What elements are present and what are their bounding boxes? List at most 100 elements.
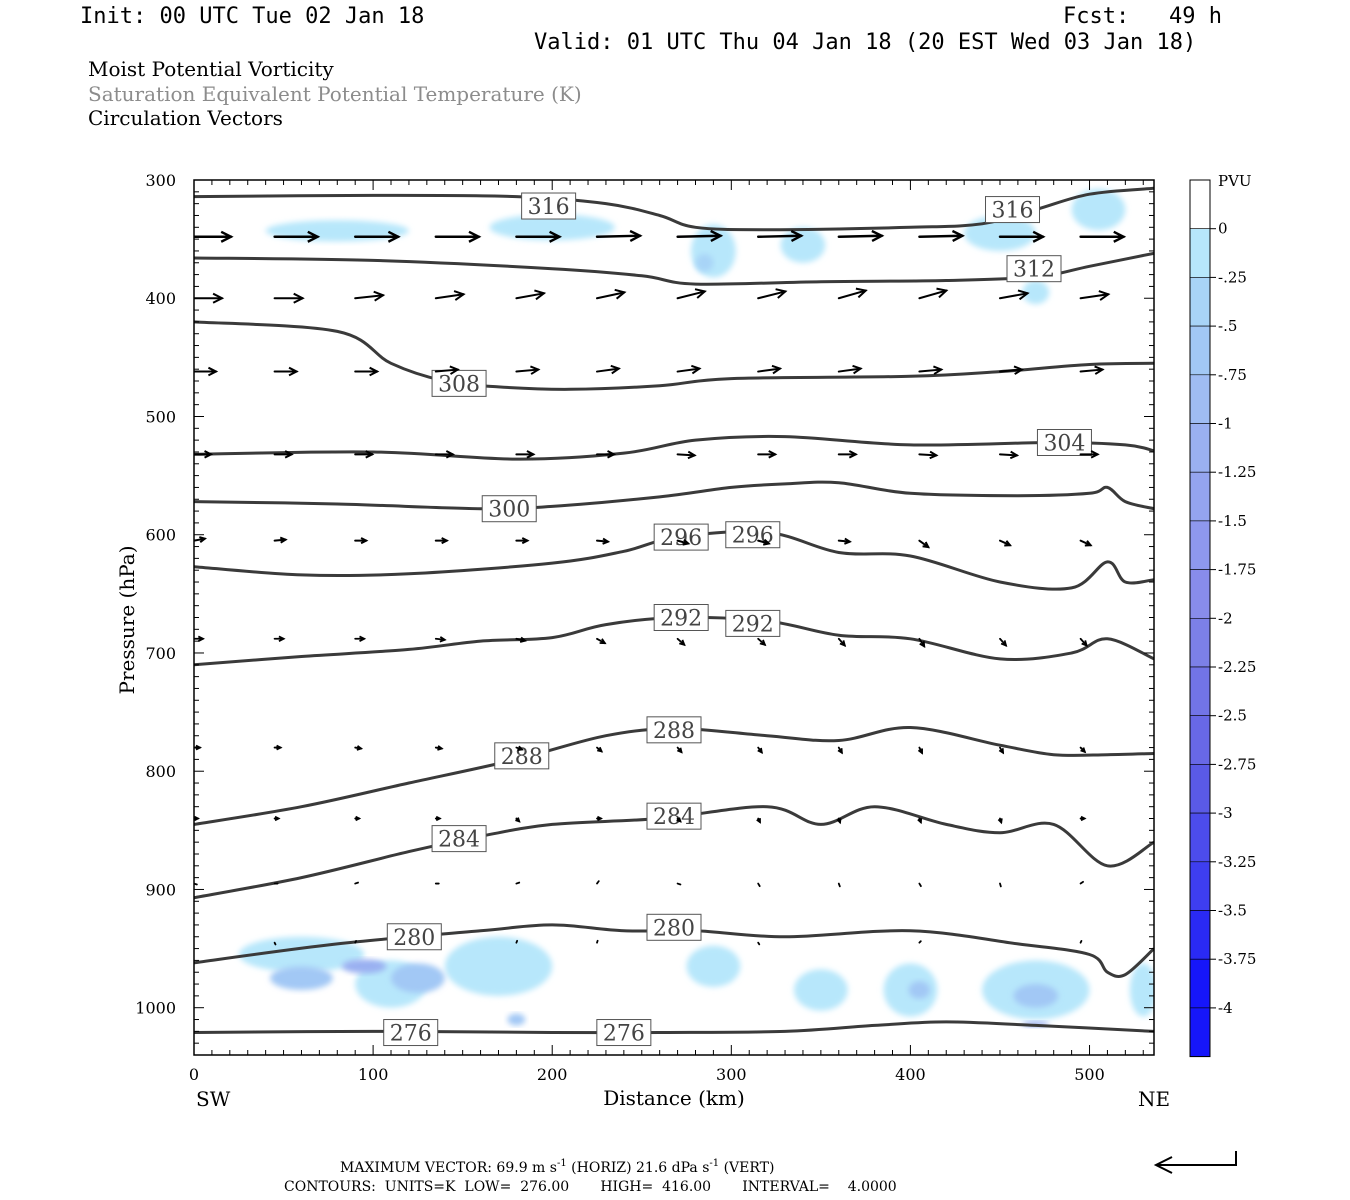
circulation-vector bbox=[999, 882, 1002, 888]
circulation-vector bbox=[515, 292, 545, 300]
colorbar-swatch bbox=[1189, 812, 1211, 863]
contour-label-312: 312 bbox=[1013, 258, 1055, 283]
mpv-shaded-region bbox=[489, 214, 615, 241]
circulation-vector bbox=[1079, 368, 1104, 373]
contour-label-284: 284 bbox=[438, 828, 480, 853]
circulation-vector-head bbox=[710, 229, 724, 243]
circulation-vector-head bbox=[1080, 815, 1087, 822]
colorbar-label: -3.75 bbox=[1218, 950, 1256, 968]
circulation-vector-head bbox=[517, 745, 524, 752]
circulation-vector bbox=[837, 882, 841, 888]
field-title-thetaes: Saturation Equivalent Potential Temperat… bbox=[88, 82, 582, 106]
contour-label-300: 300 bbox=[488, 498, 530, 523]
y-tick-label: 900 bbox=[145, 880, 176, 899]
circulation-vector bbox=[918, 453, 938, 457]
axes-layer: 300 400 500 600 700 800 900 1000 0 100 200 300 400 50… bbox=[135, 171, 1155, 1084]
circulation-vector bbox=[1079, 939, 1083, 944]
colorbar-swatch bbox=[1189, 179, 1211, 230]
circulation-vector-head bbox=[1080, 747, 1087, 754]
contour-label-box bbox=[1036, 429, 1092, 456]
mpv-shaded-region bbox=[695, 253, 714, 272]
colorbar-swatch bbox=[1189, 617, 1211, 668]
circulation-vector bbox=[595, 234, 642, 238]
mpv-shaded-region bbox=[1129, 963, 1154, 1017]
mpv-shaded-region bbox=[1071, 188, 1126, 231]
contour-line-276 bbox=[194, 1020, 1154, 1035]
circulation-vector-head bbox=[676, 817, 682, 823]
circulation-vector-head bbox=[307, 230, 321, 243]
circulation-vector-head bbox=[919, 641, 926, 649]
circulation-vector bbox=[998, 368, 1023, 373]
colorbar-label: 0 bbox=[1218, 220, 1228, 238]
circulation-vector-head bbox=[679, 639, 686, 647]
circulation-vector bbox=[756, 234, 803, 238]
contour-label-box bbox=[646, 913, 702, 941]
circulation-vector bbox=[434, 368, 459, 373]
circulation-vector bbox=[595, 367, 620, 373]
circulation-vector bbox=[757, 290, 787, 300]
colorbar-label: -1.5 bbox=[1218, 512, 1247, 530]
circulation-vector-head bbox=[768, 450, 778, 459]
circulation-vector-head bbox=[369, 366, 380, 377]
circulation-vector bbox=[918, 940, 922, 944]
contour-label-316: 316 bbox=[992, 199, 1034, 224]
colorbar-label: -2.75 bbox=[1218, 755, 1256, 773]
circulation-vector-head bbox=[1009, 450, 1020, 460]
circulation-vector-head bbox=[279, 536, 288, 544]
circulation-vector bbox=[837, 234, 883, 238]
colorbar-swatch bbox=[1189, 569, 1211, 619]
colorbar-title: PVU bbox=[1218, 172, 1252, 190]
field-title-mpv: Moist Potential Vorticity bbox=[88, 57, 334, 81]
circulation-vector-head bbox=[951, 229, 966, 243]
mpv-shaded-region bbox=[780, 227, 826, 263]
circulation-vector-head bbox=[614, 288, 627, 300]
contour-label-box bbox=[521, 192, 577, 220]
colorbar-swatch bbox=[1189, 715, 1211, 765]
y-tick-label: 800 bbox=[145, 762, 176, 781]
circulation-vector bbox=[354, 294, 385, 300]
circulation-vector-head bbox=[1090, 450, 1100, 459]
colorbar-swatch bbox=[1189, 228, 1211, 278]
mpv-shaded-region bbox=[908, 981, 931, 999]
contour-label-box bbox=[596, 1019, 652, 1047]
circulation-vector-head bbox=[293, 292, 305, 304]
circulation-vector-head bbox=[359, 635, 367, 642]
contour-label-304: 304 bbox=[1043, 432, 1085, 457]
mpv-shaded-region bbox=[686, 945, 741, 988]
colorbar-swatch bbox=[1189, 277, 1211, 327]
mpv-shaded-region bbox=[270, 966, 333, 990]
y-tick-label: 400 bbox=[145, 289, 176, 308]
contour-line-284 bbox=[194, 805, 1154, 900]
contour-label-box bbox=[481, 495, 537, 523]
contour-label-296: 296 bbox=[660, 526, 702, 551]
y-tick-label: 600 bbox=[145, 526, 176, 545]
circulation-vector-head bbox=[687, 450, 697, 460]
circulation-vector-head bbox=[204, 450, 214, 459]
valid-time-label: Valid: 01 UTC Thu 04 Jan 18 (20 EST Wed … bbox=[534, 30, 1197, 55]
circulation-vector bbox=[1079, 293, 1110, 300]
contour-label-280: 280 bbox=[393, 926, 435, 951]
circulation-vector bbox=[998, 453, 1018, 457]
colorbar-swatch bbox=[1189, 471, 1211, 522]
circulation-vector-head bbox=[284, 450, 294, 459]
circulation-vector-head bbox=[597, 815, 603, 822]
x-tick-label: 500 bbox=[1074, 1065, 1105, 1084]
circulation-vector bbox=[998, 292, 1029, 300]
circulation-vector-head bbox=[453, 290, 466, 301]
y-tick-label: 1000 bbox=[135, 999, 176, 1018]
mpv-shaded-region bbox=[444, 936, 553, 996]
circulation-vector-head bbox=[997, 818, 1003, 825]
circulation-vector-head bbox=[515, 817, 521, 823]
circulation-vector bbox=[515, 881, 521, 885]
x-tick-label: 100 bbox=[358, 1065, 389, 1084]
colorbar-label: -2.5 bbox=[1218, 707, 1247, 725]
circulation-vector-head bbox=[1032, 230, 1046, 243]
circulation-vector-head bbox=[468, 230, 482, 243]
contour-label-288: 288 bbox=[653, 719, 695, 744]
colorbar-swatch bbox=[1189, 423, 1211, 473]
contour-label-box bbox=[653, 604, 709, 631]
circulation-vector bbox=[757, 941, 761, 946]
circulation-vector-head bbox=[871, 229, 885, 243]
mpv-shaded-region bbox=[507, 1013, 526, 1026]
